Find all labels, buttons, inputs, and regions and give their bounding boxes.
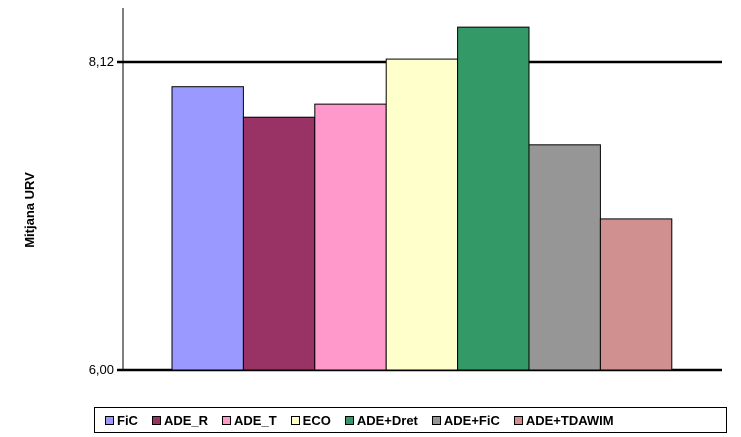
bar-fic [171,86,244,371]
legend-label: ADE+Dret [356,412,418,428]
y-axis-title: Mitjana URV [22,172,37,248]
bar-ade-r [242,116,316,371]
bar-chart: 6,00 8,12 Mitjana URV [22,8,722,377]
legend-item: ADE_R [151,412,209,428]
legend-item: ADE+Dret [344,412,418,428]
legend-label: ADE+TDAWIM [525,412,614,428]
legend-label: ECO [302,412,331,428]
legend-label: ADE_R [163,412,209,428]
bar-ade-fic [528,144,601,371]
bar-ade-tdawim [599,218,673,371]
legend-label: ADE_T [234,412,277,428]
legend-swatch [151,415,161,425]
legend-swatch [290,415,300,425]
legend-swatch [344,415,354,425]
legend-label: FiC [117,412,138,428]
y-tick-labels: 6,00 8,12 [89,54,114,377]
legend-item: FiC [105,413,138,428]
legend-swatch [222,415,232,425]
legend-item: ADE+TDAWIM [513,412,614,428]
bar-eco [385,58,459,371]
legend-swatch [105,415,114,425]
bar-ade-dret [457,26,530,371]
bar-ade-t [314,103,387,371]
legend-swatch [431,415,441,425]
legend-label: ADE+FiC [443,412,500,428]
legend-item: ECO [290,412,331,428]
legend-item: ADE+FiC [431,412,500,428]
legend-swatch [513,415,523,425]
y-tick-label: 8,12 [89,54,114,69]
y-tick-label: 6,00 [89,362,114,377]
legend: FiC ADE_R ADE_T ECO ADE+Dret ADE+FiC ADE+TDAWI… [94,407,727,433]
legend-item: ADE_T [222,413,277,428]
bars [171,26,673,371]
